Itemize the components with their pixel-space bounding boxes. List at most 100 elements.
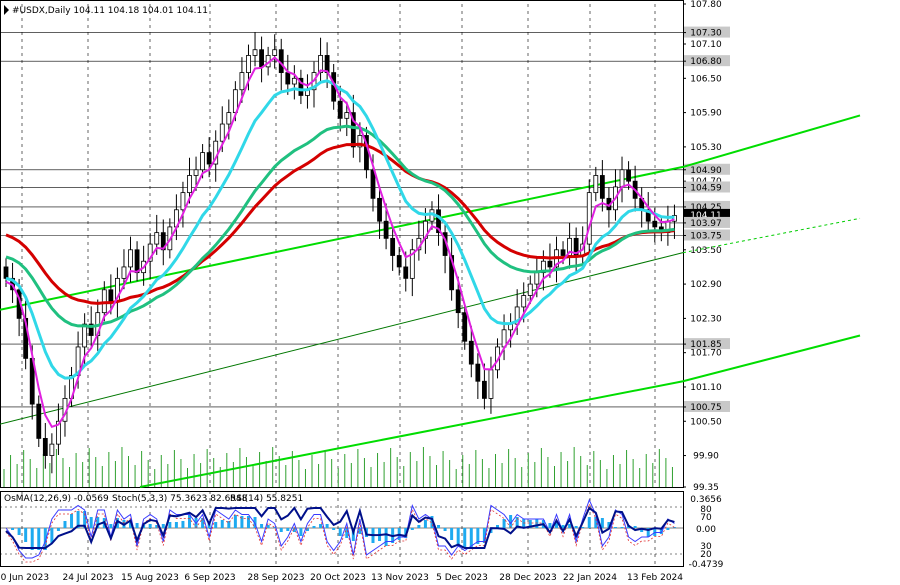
- symbol-arrow-icon: [4, 5, 9, 15]
- candle-body: [121, 266, 127, 279]
- price-tick-label: 101.10: [690, 383, 722, 393]
- price-tick-label: 103.75: [690, 231, 722, 241]
- candle-body: [350, 112, 356, 148]
- candle-body: [285, 72, 291, 85]
- candle-body: [160, 232, 166, 251]
- candle-body: [436, 209, 441, 234]
- indicator-tick-label: 80: [700, 505, 712, 515]
- candle-body: [357, 135, 363, 148]
- symbol-label: #USDX,Daily 104.11 104.18 104.01 104.11: [12, 6, 208, 16]
- candle-body: [449, 255, 455, 291]
- indicator-tick-label: 0.00: [696, 525, 716, 535]
- price-tick-label: 104.90: [690, 166, 722, 176]
- candle-body: [246, 55, 251, 73]
- level-tag: [684, 229, 730, 241]
- candle-body: [455, 289, 461, 314]
- candle-body: [147, 243, 153, 262]
- candle-body: [527, 283, 533, 296]
- price-tick-label: 100.50: [690, 417, 722, 427]
- price-tick-label: 104.59: [690, 183, 722, 193]
- level-tag: [684, 163, 730, 175]
- level-tag: [684, 338, 730, 350]
- price-tick-label: 100.75: [690, 403, 722, 413]
- indicator-tick-label: -0.4739: [689, 560, 724, 570]
- channel-lower-line: [139, 380, 684, 488]
- candle-body: [206, 152, 212, 165]
- candle-body: [337, 100, 343, 119]
- price-tick-label: 106.50: [690, 74, 722, 84]
- price-tick-label: 107.10: [690, 40, 722, 50]
- date-label: 15 Aug 2023: [121, 573, 179, 583]
- level-tag: [684, 200, 730, 212]
- candle-body: [259, 49, 264, 68]
- price-tick-label: 102.30: [690, 314, 722, 324]
- price-tick-label: 105.30: [690, 143, 722, 153]
- level-tag: [684, 181, 730, 193]
- channel-upper-line: [0, 165, 684, 311]
- indicator-tick-label: 0.3656: [690, 495, 722, 505]
- candle-body: [200, 152, 206, 171]
- candle-body: [377, 197, 382, 222]
- candle-body: [298, 77, 304, 96]
- candle-body: [560, 249, 566, 256]
- price-tick-label: 102.90: [690, 280, 722, 290]
- candle-body: [272, 49, 278, 56]
- level-tag: [684, 216, 730, 228]
- candle-body: [128, 249, 133, 268]
- candle-body: [396, 255, 402, 268]
- rsi-line: [5, 506, 675, 549]
- date-label: 30 Jun 2023: [0, 573, 49, 583]
- candle-body: [226, 112, 232, 125]
- channel-lower-ext: [682, 334, 861, 383]
- stoch-signal-line: [5, 502, 675, 563]
- candle-body: [390, 237, 396, 256]
- ema200-line: [5, 142, 675, 305]
- stoch-label: Stoch(5,3,3) 75.3623 82.6548: [112, 494, 248, 504]
- candle-body: [88, 323, 94, 336]
- candle-body: [23, 317, 29, 359]
- candle-body: [475, 363, 481, 382]
- candle-body: [56, 420, 61, 445]
- current-price-tag: [684, 208, 730, 220]
- candle-body: [481, 380, 487, 399]
- level-tag: [684, 400, 730, 412]
- candle-body: [593, 175, 599, 194]
- candle-body: [488, 369, 494, 399]
- candle-body: [42, 438, 48, 456]
- price-tick-label: 106.80: [690, 57, 722, 67]
- candle-body: [187, 175, 192, 194]
- candle-body: [134, 249, 140, 274]
- candle-body: [619, 169, 625, 188]
- date-label: 5 Dec 2023: [436, 573, 488, 583]
- price-tick-label: 99.90: [693, 452, 719, 462]
- candle-body: [180, 192, 186, 211]
- date-label: 13 Nov 2023: [371, 573, 429, 583]
- candle-body: [344, 112, 350, 119]
- candle-body: [291, 77, 297, 85]
- candle-body: [3, 266, 9, 279]
- candle-body: [409, 249, 415, 279]
- candle-body: [239, 72, 245, 91]
- price-tick-label: 107.30: [690, 29, 722, 39]
- candle-body: [534, 272, 540, 285]
- candle-body: [324, 55, 330, 73]
- level-tag: [684, 55, 730, 67]
- candle-body: [82, 323, 88, 348]
- candle-body: [219, 123, 225, 142]
- price-tick-label: 107.80: [690, 0, 722, 10]
- price-tick-label: 104.11: [690, 211, 722, 221]
- candle-body: [547, 260, 553, 268]
- price-tick-label: 101.70: [690, 349, 722, 359]
- indicator-tick-label: 70: [700, 513, 712, 523]
- candle-body: [108, 289, 114, 302]
- candle-body: [462, 312, 468, 342]
- candle-body: [599, 175, 605, 199]
- candle-body: [403, 266, 409, 279]
- candle-body: [252, 49, 258, 56]
- candle-body: [36, 403, 42, 439]
- candle-body: [626, 169, 631, 182]
- date-label: 20 Oct 2023: [310, 573, 366, 583]
- ema144-line: [5, 124, 675, 328]
